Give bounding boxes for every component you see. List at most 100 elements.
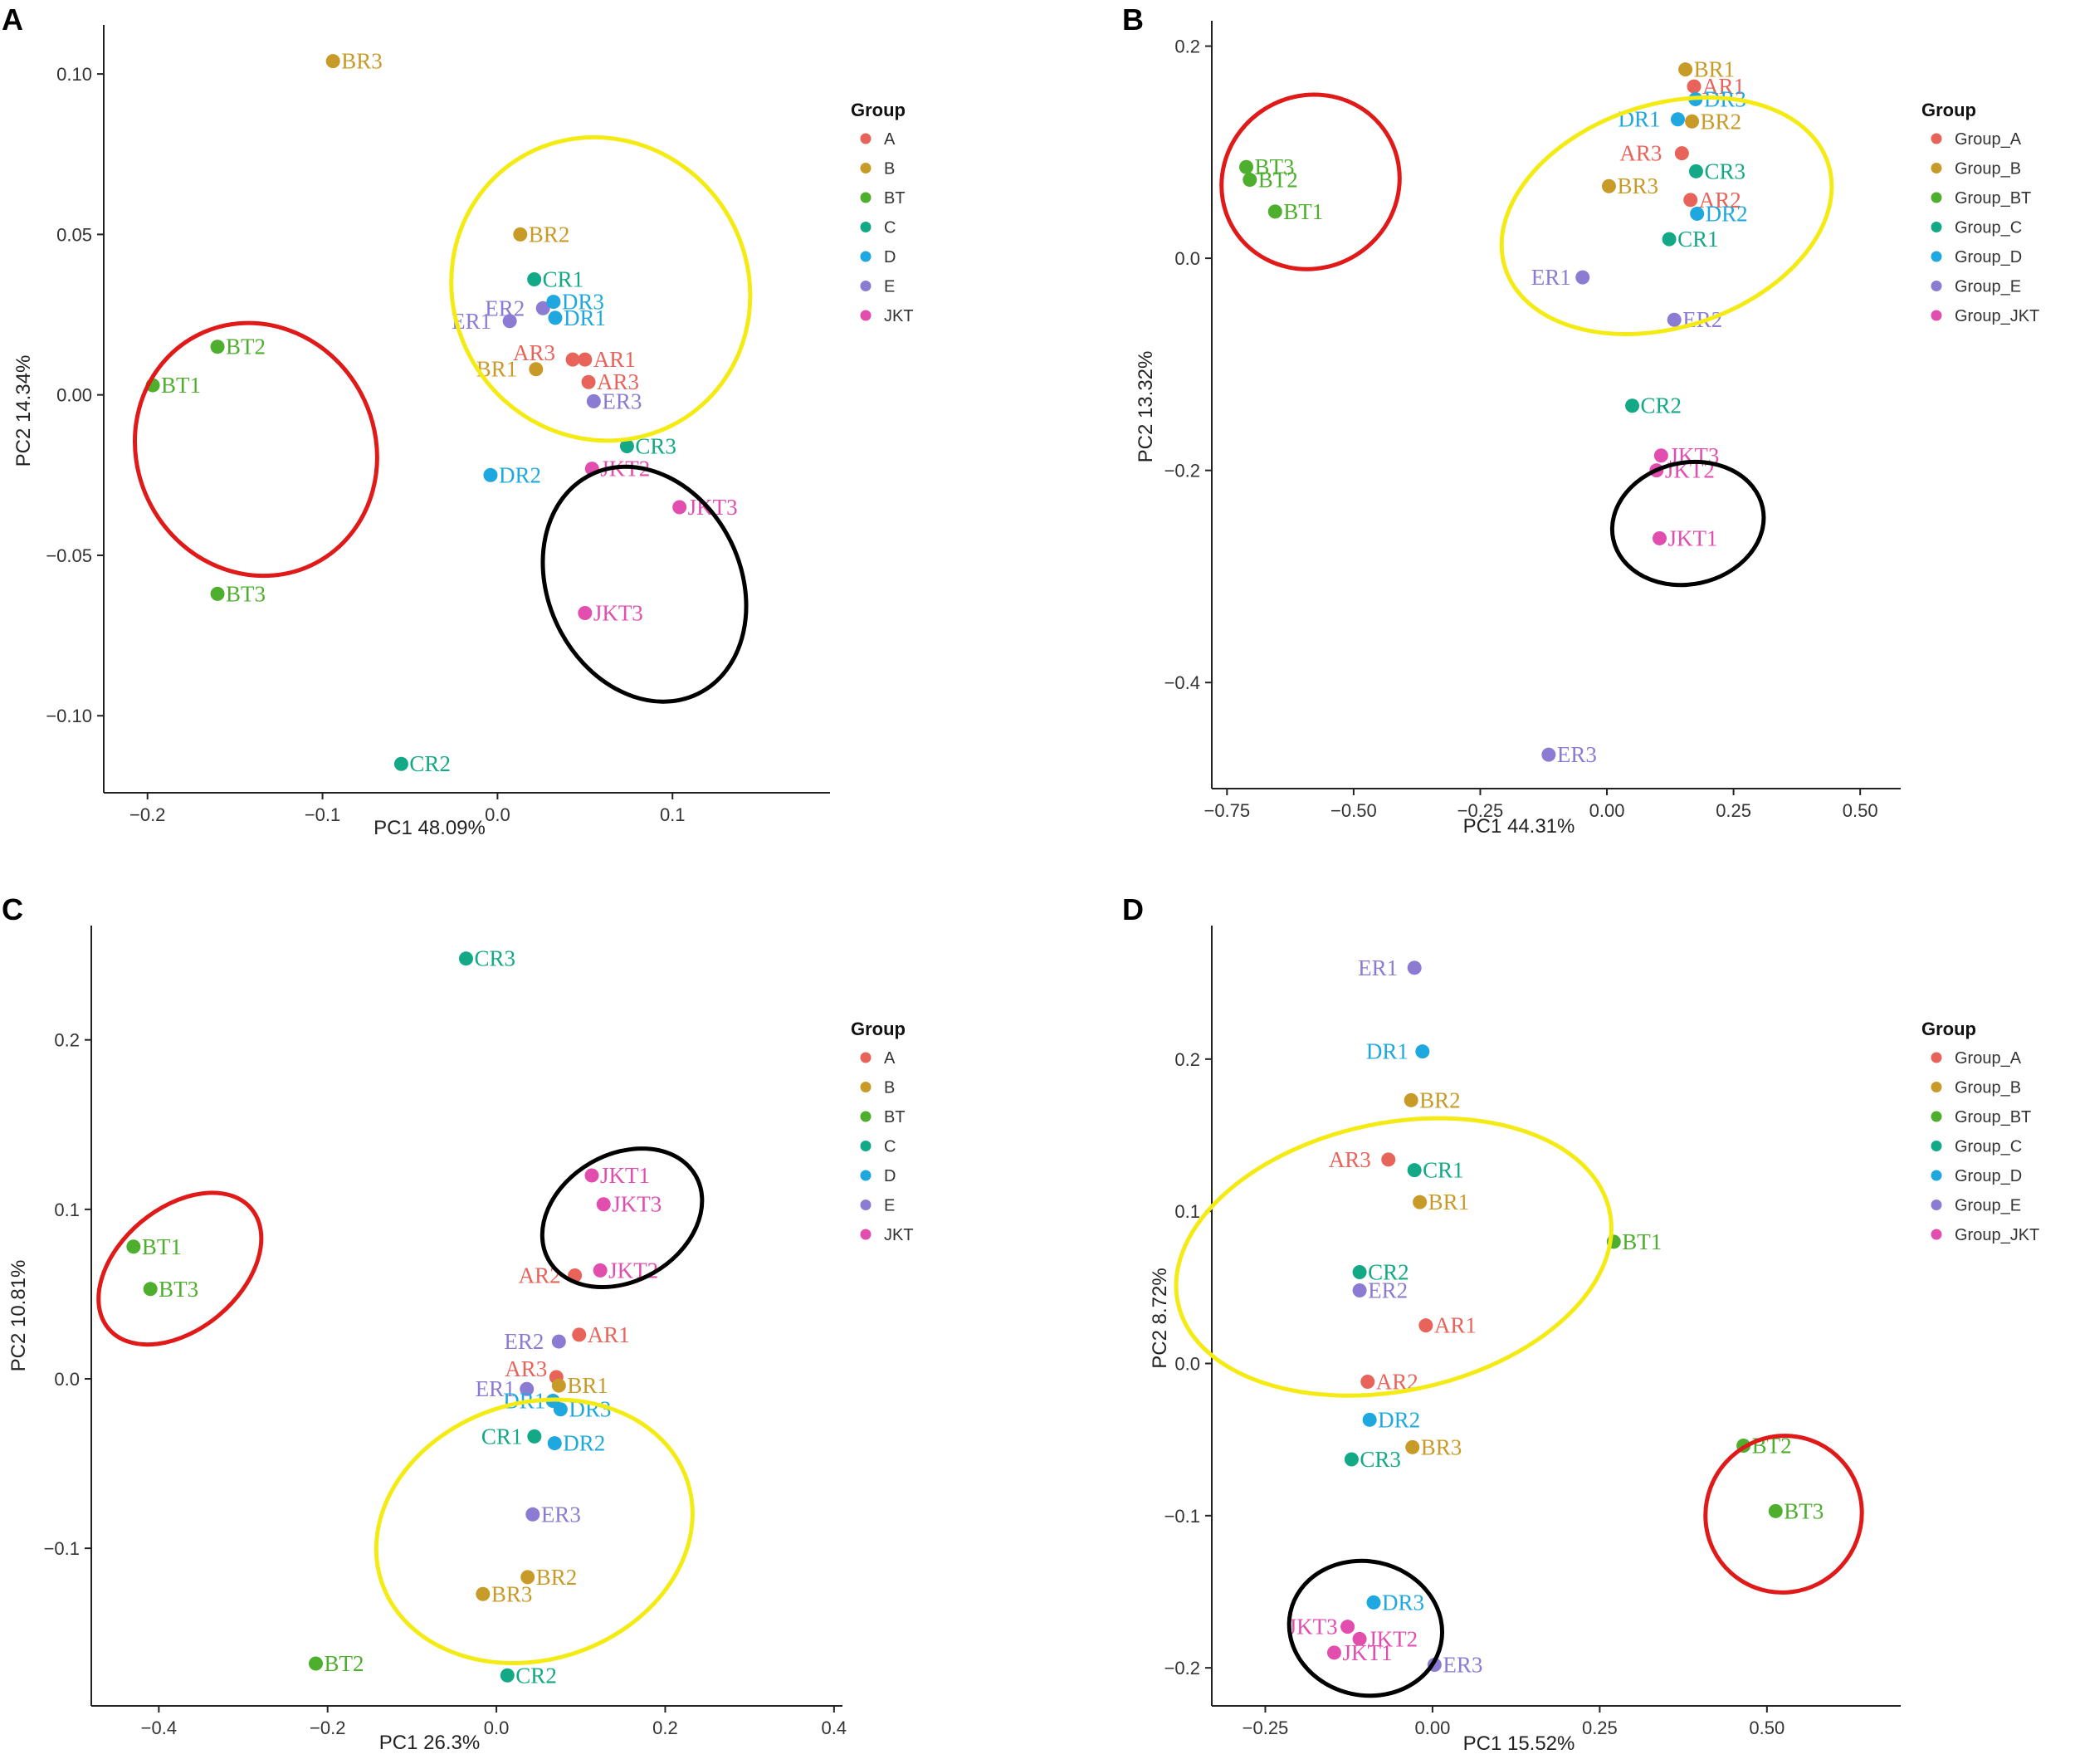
legend-item-label: Group_JKT xyxy=(1955,307,2039,325)
data-point xyxy=(548,310,563,325)
x-tick-label: −0.1 xyxy=(305,804,340,825)
legend-swatch xyxy=(860,251,872,262)
y-tick-label: 0.2 xyxy=(1174,1049,1200,1070)
x-axis-title: PC1 44.31% xyxy=(1463,815,1575,838)
panel-letter: C xyxy=(2,892,23,926)
point-label: JKT3 xyxy=(1288,1615,1338,1639)
x-tick-label: 0.25 xyxy=(1582,1718,1618,1738)
legend-item-label: Group_C xyxy=(1955,219,2022,237)
data-point xyxy=(1366,1595,1381,1610)
legend-swatch xyxy=(1931,163,1942,173)
point-label: BT3 xyxy=(159,1277,198,1302)
point-label: DR2 xyxy=(563,1431,605,1456)
y-axis-title: PC2 8.72% xyxy=(1149,1268,1171,1368)
legend: Group AB BT CDE JKT xyxy=(851,1019,914,1244)
legend: Group Group_A Group_B Group_BT Group_C Group_… xyxy=(1921,100,2039,325)
legend-item-label: B xyxy=(884,1079,895,1097)
point-label: CR1 xyxy=(1423,1158,1464,1183)
y-tick-label: 0.0 xyxy=(1174,248,1200,269)
point-label: JKT2 xyxy=(608,1258,658,1283)
data-point xyxy=(1407,1163,1422,1178)
point-label: CR3 xyxy=(1360,1447,1401,1472)
legend-swatch xyxy=(1931,1170,1942,1181)
legend-swatch xyxy=(1931,1229,1942,1240)
legend-item-label: C xyxy=(884,1138,896,1156)
data-point xyxy=(143,1282,158,1297)
point-label: ER2 xyxy=(504,1329,544,1354)
data-point xyxy=(1239,159,1253,174)
data-point xyxy=(1405,1439,1420,1454)
x-tick-label: 0.2 xyxy=(652,1718,678,1738)
y-tick-label: 0.05 xyxy=(56,224,92,245)
y-tick-label: 0.1 xyxy=(54,1200,80,1220)
data-point xyxy=(1670,112,1685,127)
legend-swatch xyxy=(860,1170,872,1181)
panel-d: D −0.25 0.00 0.25 0.50 −0.2 −0.1 0.0 0.1 0.2 PC1 1… xyxy=(1122,892,2039,1755)
point-label: ER2 xyxy=(1368,1278,1408,1303)
legend-swatch xyxy=(1931,1111,1942,1122)
point-label: BT1 xyxy=(142,1234,182,1259)
panel-c: C −0.4 −0.2 0.0 0.2 0.4 −0.1 0.0 0.1 0.2 PC1 26.3%… xyxy=(2,892,914,1754)
data-point xyxy=(586,393,601,408)
x-tick-label: 0.0 xyxy=(485,804,510,825)
y-tick-label: −0.4 xyxy=(1164,672,1200,693)
legend-title: Group xyxy=(1921,1019,1976,1039)
legend-item-label: Group_B xyxy=(1955,160,2021,178)
y-tick-label: 0.0 xyxy=(54,1369,80,1390)
legend-item-label: Group_BT xyxy=(1955,189,2031,208)
x-tick-label: −0.2 xyxy=(310,1718,345,1738)
data-point xyxy=(520,1381,535,1396)
y-tick-label: 0.10 xyxy=(56,64,92,85)
x-tick-label: 0.4 xyxy=(822,1718,847,1738)
legend-swatch xyxy=(1931,310,1942,321)
data-point xyxy=(584,1168,599,1183)
legend-item-label: D xyxy=(884,248,896,266)
point-label: ER3 xyxy=(1443,1653,1482,1678)
point-label: ER1 xyxy=(1358,955,1398,980)
point-label: DR2 xyxy=(1706,201,1748,226)
x-tick-label: −0.50 xyxy=(1330,800,1377,821)
data-point xyxy=(1407,960,1422,975)
point-label: AR3 xyxy=(505,1356,547,1381)
data-point xyxy=(1688,164,1703,178)
point-label: JKT1 xyxy=(1668,525,1718,550)
y-tick-label: 0.00 xyxy=(56,385,92,406)
legend-swatch xyxy=(860,163,872,173)
y-tick-label: 0.1 xyxy=(1174,1201,1200,1222)
point-label: BT2 xyxy=(226,335,266,359)
point-label: ER3 xyxy=(541,1502,581,1527)
y-axis-title: PC2 10.81% xyxy=(7,1260,30,1372)
x-tick-label: −0.75 xyxy=(1204,800,1250,821)
panel-b: B −0.75 −0.50 −0.25 0.00 0.25 0.50 −0.4 −0.2 0.0 0… xyxy=(1122,2,2039,838)
data-point xyxy=(1243,173,1257,188)
legend-swatch xyxy=(1931,1200,1942,1210)
cluster-ellipse xyxy=(540,464,749,704)
panel-letter: D xyxy=(1122,892,1144,926)
point-label: AR1 xyxy=(1702,74,1745,99)
data-point xyxy=(596,1197,611,1212)
data-point xyxy=(1340,1620,1355,1635)
point-label: BR1 xyxy=(1694,57,1736,82)
legend-swatch xyxy=(860,1200,872,1210)
cluster-ellipse xyxy=(96,1190,264,1347)
data-point xyxy=(553,1402,568,1417)
legend-swatch xyxy=(860,1052,872,1063)
y-tick-label: −0.2 xyxy=(1164,461,1200,481)
data-point xyxy=(476,1586,491,1601)
data-point xyxy=(527,272,542,287)
legend-item-label: Group_JKT xyxy=(1955,1226,2039,1244)
point-label: AR2 xyxy=(1699,188,1741,213)
point-label: CR2 xyxy=(1641,393,1682,418)
point-label: BR3 xyxy=(491,1581,533,1606)
data-point xyxy=(1575,270,1590,285)
data-point xyxy=(1625,398,1640,413)
data-point xyxy=(393,756,408,771)
legend-swatch xyxy=(860,1111,872,1122)
panel-a: A −0.2 −0.1 0.0 0.1 −0.10 −0.05 0.00 0.05 0.10 PC1… xyxy=(2,2,914,839)
point-label: AR3 xyxy=(597,369,639,394)
x-tick-label: −0.25 xyxy=(1457,800,1504,821)
legend-item-label: Group_E xyxy=(1955,278,2021,296)
data-point xyxy=(1352,1283,1367,1297)
